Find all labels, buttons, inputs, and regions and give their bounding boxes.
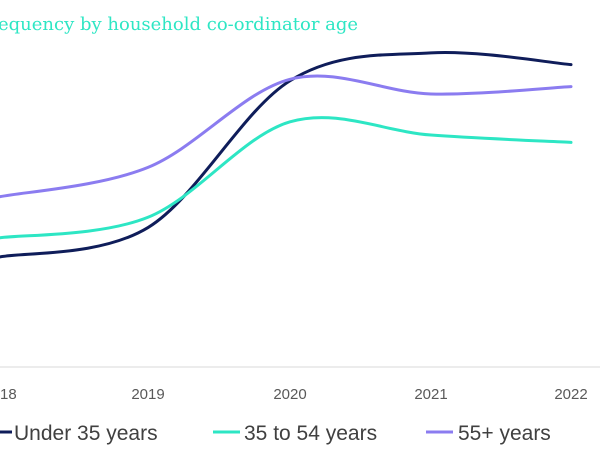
x-tick-label-2022: 2022 [554,386,587,403]
legend: Under 35 years 35 to 54 years 55+ years [0,422,551,445]
x-tick-label-2019: 2019 [131,386,164,403]
legend-label-55-years: 55+ years [458,422,551,445]
series-lines [0,50,573,259]
legend-label-under-35-years: Under 35 years [14,422,158,445]
x-tick-labels: 2018 2019 2020 2021 2022 [0,386,588,403]
series-line-under-35-years [0,50,573,259]
series-line-35-to-54-years [0,116,573,240]
x-tick-label-2020: 2020 [273,386,306,403]
legend-label-35-to-54-years: 35 to 54 years [244,422,377,445]
chart-title: equency by household co-ordinator age [0,14,358,35]
x-tick-label-2018: 2018 [0,386,17,403]
series-line-55-years [0,74,573,199]
x-tick-label-2021: 2021 [414,386,447,403]
